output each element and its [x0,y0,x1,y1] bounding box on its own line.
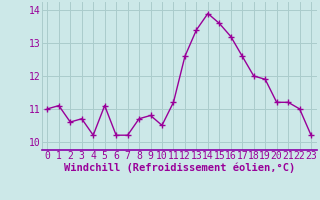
X-axis label: Windchill (Refroidissement éolien,°C): Windchill (Refroidissement éolien,°C) [64,163,295,173]
